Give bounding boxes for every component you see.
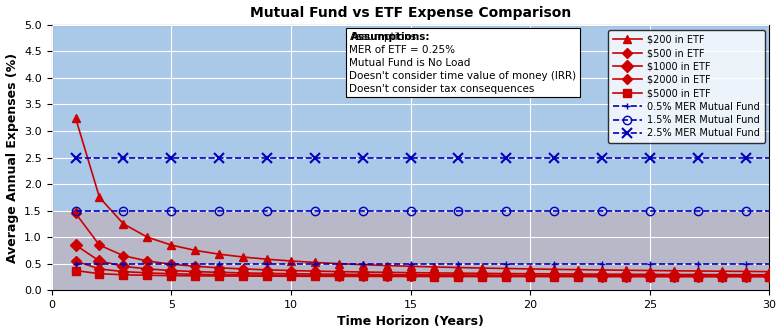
Text: Assumptions:: Assumptions: — [351, 31, 430, 41]
X-axis label: Time Horizon (Years): Time Horizon (Years) — [337, 315, 484, 328]
Text: Assumptions:
MER of ETF = 0.25%
Mutual Fund is No Load
Doesn't consider time val: Assumptions: MER of ETF = 0.25% Mutual F… — [350, 31, 576, 94]
Legend: $200 in ETF, $500 in ETF, $1000 in ETF, $2000 in ETF, $5000 in ETF, 0.5% MER Mut: $200 in ETF, $500 in ETF, $1000 in ETF, … — [608, 30, 765, 143]
Title: Mutual Fund vs ETF Expense Comparison: Mutual Fund vs ETF Expense Comparison — [250, 6, 571, 20]
Bar — [52, 210, 769, 290]
Bar — [52, 25, 769, 290]
Y-axis label: Average Annual Expenses (%): Average Annual Expenses (%) — [5, 52, 19, 263]
